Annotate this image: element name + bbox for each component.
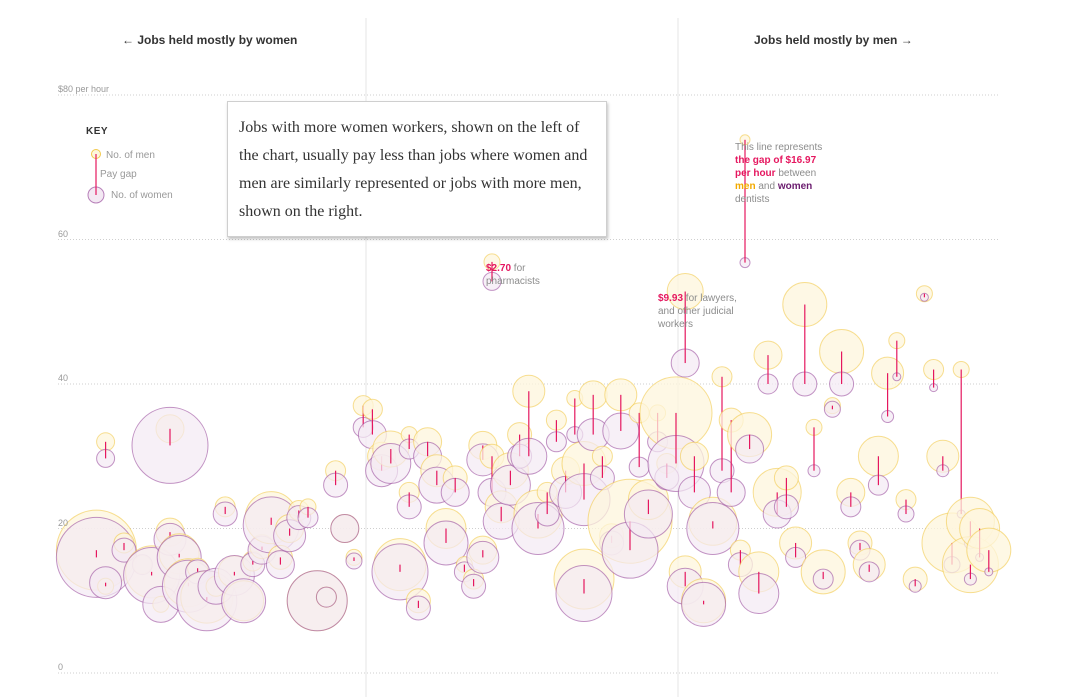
lawyers-gap-value: $9.93	[658, 293, 684, 304]
annotation-lawyers: $9.93 for lawyers, and other judicial wo…	[658, 292, 737, 331]
y-tick-label-40: 40	[58, 373, 69, 383]
y-tick-label-80: $80 per hour	[58, 84, 110, 94]
dentists-gap-value: the gap of $16.97	[735, 155, 817, 166]
dentists-text-5: dentists	[735, 194, 770, 205]
annotation-pharmacists: $2.70 for pharmacists	[486, 262, 540, 288]
pharmacists-text-1: for	[511, 263, 526, 274]
dentists-and-word: and	[755, 181, 778, 192]
dentists-text-3: per hour	[735, 168, 776, 179]
y-tick-label-20: 20	[58, 518, 69, 528]
key-marks	[87, 149, 105, 204]
lawyers-text-2: and other judicial	[658, 306, 734, 317]
header-right: Jobs held mostly by men →	[754, 33, 913, 47]
y-tick-label-60: 60	[58, 229, 69, 239]
header-left: ← Jobs held mostly by women	[122, 33, 298, 47]
key-gap-label: Pay gap	[100, 169, 137, 180]
occupation-women-bubble-25	[315, 586, 337, 608]
key-women-label: No. of women	[111, 190, 173, 201]
annotation-dentists: This line represents the gap of $16.97 p…	[735, 141, 822, 206]
pharmacists-text-2: pharmacists	[486, 276, 540, 287]
explanation-callout: Jobs with more women workers, shown on t…	[227, 101, 607, 237]
y-tick-label-0: 0	[58, 662, 64, 672]
dentists-men-word: men	[735, 181, 756, 192]
occupation-women-bubble-16	[221, 578, 267, 624]
chart-marks	[55, 134, 1012, 632]
dentists-women-word: women	[777, 181, 813, 192]
pharmacists-gap-value: $2.70	[486, 263, 512, 274]
dentists-text-3b: between	[775, 168, 817, 179]
key-men-label: No. of men	[106, 150, 155, 161]
dentists-text-1: This line represents	[735, 142, 823, 153]
lawyers-text-3: workers	[658, 319, 694, 330]
lawyers-text-1: for lawyers,	[683, 293, 737, 304]
occupation-women-bubble-27	[330, 514, 360, 543]
key-title: KEY	[86, 126, 109, 137]
